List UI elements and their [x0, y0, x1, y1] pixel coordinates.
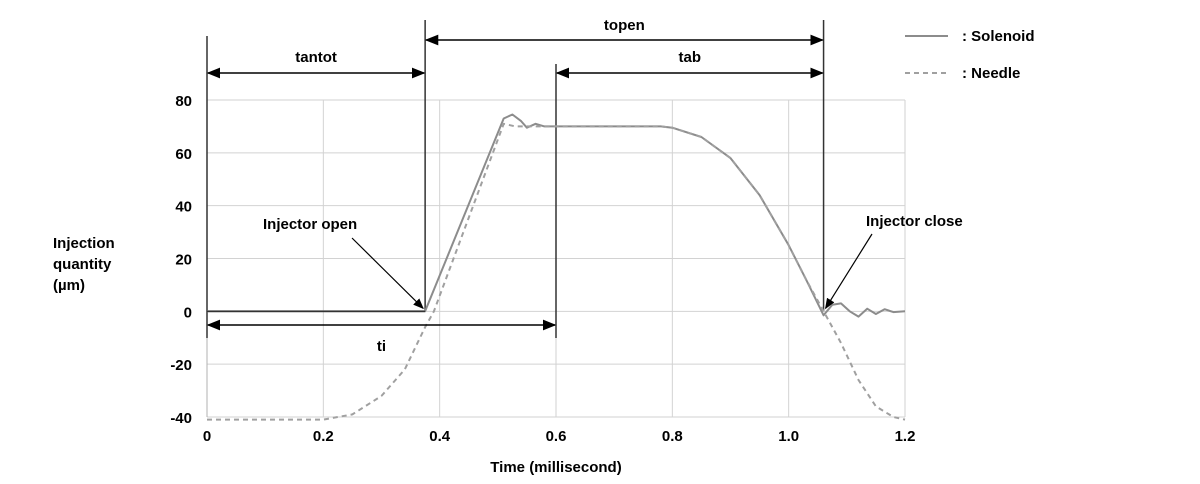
y-tick-label: -20 — [170, 357, 192, 374]
x-tick-label: 0.2 — [313, 428, 334, 445]
interval-label-tantot: tantot — [295, 49, 337, 66]
x-tick-label: 0.8 — [662, 428, 683, 445]
x-tick-label: 1.2 — [895, 428, 916, 445]
y-axis-label-line-2: quantity — [53, 256, 112, 273]
interval-arrows: tantot topen tab ti — [206, 17, 824, 355]
x-axis-label: Time (millisecond) — [490, 459, 621, 476]
annotation-arrow — [351, 237, 424, 310]
annotations: Injector open Injector close — [263, 213, 963, 310]
interval-label-ti: ti — [377, 338, 386, 355]
annotation-arrow — [824, 233, 873, 310]
x-tick-label: 0.4 — [429, 428, 451, 445]
x-tick-label: 0.6 — [546, 428, 567, 445]
interval-label-tab: tab — [679, 49, 702, 66]
event-markers — [206, 20, 825, 338]
annotation-text: Injector open — [263, 216, 357, 233]
y-tick-label: -40 — [170, 410, 192, 427]
legend-label-needle: : Needle — [962, 65, 1020, 82]
y-tick-label: 60 — [175, 146, 192, 163]
y-tick-label: 80 — [175, 93, 192, 110]
y-axis-label-line-1: Injection — [53, 235, 115, 252]
legend-label-solenoid: : Solenoid — [962, 28, 1035, 45]
y-tick-label: 20 — [175, 252, 192, 269]
legend: : Solenoid : Needle — [905, 28, 1035, 82]
tick-labels: 0 0.2 0.4 0.6 0.8 1.0 1.2 80 60 40 20 0 -20 -40 — [170, 93, 915, 445]
y-tick-label: 0 — [184, 304, 192, 321]
series-lines — [207, 113, 906, 421]
y-tick-label: 40 — [175, 199, 192, 216]
annotation-text: Injector close — [866, 213, 963, 230]
y-axis-label-line-3: (µm) — [53, 277, 85, 294]
x-tick-label: 0 — [203, 428, 211, 445]
x-tick-label: 1.0 — [778, 428, 799, 445]
series-line-needle — [207, 122, 906, 421]
interval-label-topen: topen — [604, 17, 645, 34]
